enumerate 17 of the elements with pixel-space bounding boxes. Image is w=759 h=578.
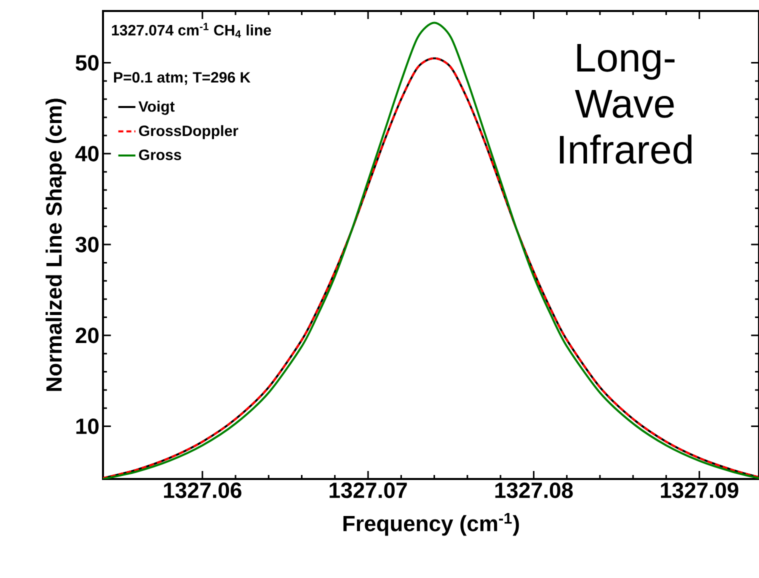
annotation: Long-Wave Infrared bbox=[560, 44, 692, 164]
y-tick-label: 30 bbox=[75, 236, 99, 252]
legend-label: Voigt bbox=[138, 100, 175, 115]
annotation: 1327.074 cm$^{-1}$ CH$_{4}$ line bbox=[112, 22, 271, 38]
legend-label: Gross bbox=[139, 150, 182, 160]
x-tick-label: 1327.08 bbox=[495, 482, 573, 498]
y-tick-label: 50 bbox=[76, 54, 99, 71]
y-tick-label: 20 bbox=[76, 328, 99, 344]
y-axis-title: Normalized Line Shape (cm) bbox=[46, 98, 66, 391]
x-tick-label: 1327.06 bbox=[164, 482, 242, 498]
annotation: P=0.1 atm; T=296 K bbox=[114, 72, 250, 85]
y-tick-label: 40 bbox=[75, 146, 99, 162]
x-tick-label: 1327.09 bbox=[660, 482, 738, 498]
x-tick-label: 1327.07 bbox=[330, 482, 407, 498]
legend-label: GrossDoppler bbox=[139, 125, 238, 140]
y-tick-label: 10 bbox=[76, 418, 99, 434]
x-axis-title: Frequency (cm$^{-1}$) bbox=[343, 513, 519, 536]
